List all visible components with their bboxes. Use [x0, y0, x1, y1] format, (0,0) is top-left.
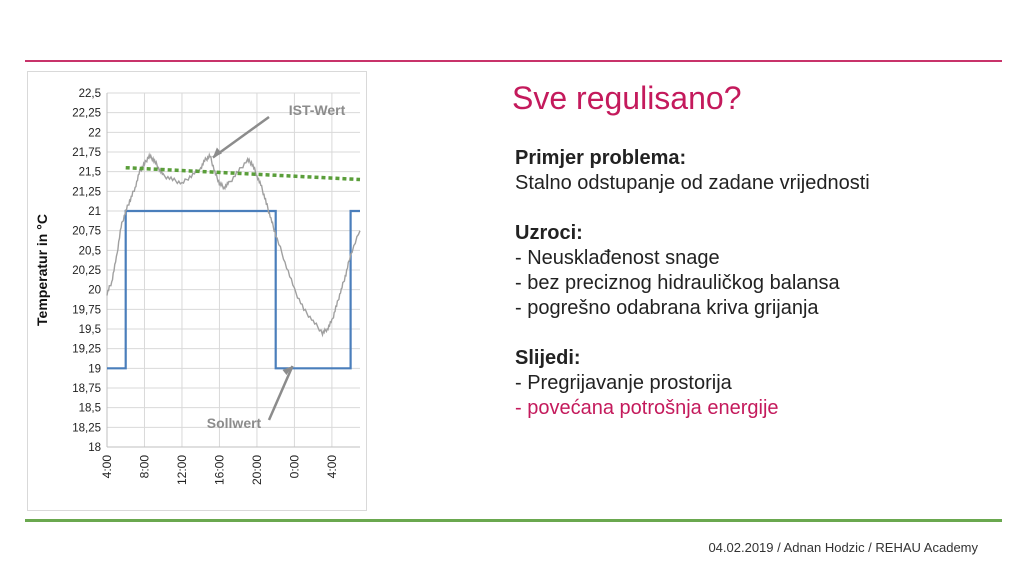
y-tick-label: 21,75	[72, 147, 101, 159]
bottom-divider	[25, 519, 1002, 522]
y-tick-label: 22,25	[72, 108, 101, 120]
chart-frame	[27, 71, 367, 511]
x-tick-label: 12:00	[175, 455, 189, 485]
cause-item: - pogrešno odabrana kriva grijanja	[515, 297, 819, 319]
y-tick-label: 19,5	[79, 324, 101, 336]
causes-heading: Uzroci:	[515, 222, 583, 244]
cause-item: - bez preciznog hidrauličkog balansa	[515, 272, 840, 294]
x-tick-label: 8:00	[137, 455, 151, 479]
y-tick-label: 18,5	[79, 403, 101, 415]
annotation-sollwert: Sollwert	[207, 415, 262, 431]
y-tick-label: 20,75	[72, 226, 101, 238]
effect-item-highlight: - povećana potrošnja energije	[515, 397, 779, 419]
chart-svg: 22,5 22,25 22 21,75 21,5 21,25 21 20,75 20,5 20,2…	[27, 71, 367, 511]
annotation-arrow-line	[267, 365, 294, 421]
y-tick-label: 19	[88, 363, 101, 375]
y-tick-label: 20,25	[72, 265, 101, 277]
annotation-arrowhead	[282, 365, 293, 375]
x-tick-label: 0:00	[287, 455, 301, 479]
problem-text: Stalno odstupanje od zadane vrijednosti	[515, 172, 870, 194]
y-tick-label: 22,5	[79, 88, 101, 100]
y-tick-label: 21,5	[79, 167, 101, 179]
y-tick-label: 21,25	[72, 186, 101, 198]
effect-item: - Pregrijavanje prostorija	[515, 372, 732, 394]
temperature-chart: 22,5 22,25 22 21,75 21,5 21,25 21 20,75 20,5 20,2…	[27, 71, 367, 511]
slide-title: Sve regulisano?	[512, 80, 742, 116]
y-tick-label: 18,75	[72, 383, 101, 395]
annotation-arrow-line	[212, 115, 270, 159]
x-tick-label: 16:00	[212, 455, 226, 485]
y-tick-label: 20	[88, 285, 101, 297]
y-tick-label: 18	[88, 442, 101, 454]
y-tick-label: 18,25	[72, 422, 101, 434]
y-tick-label: 19,25	[72, 344, 101, 356]
y-tick-label: 21	[88, 206, 101, 218]
problem-heading: Primjer problema:	[515, 147, 687, 169]
x-tick-label: 4:00	[100, 455, 114, 479]
y-tick-label: 20,5	[79, 245, 101, 257]
y-axis-label: Temperatur in °C	[34, 214, 50, 326]
annotation-ist-wert: IST-Wert	[289, 102, 346, 118]
x-tick-label: 20:00	[250, 455, 264, 485]
annotation-arrowhead	[212, 147, 222, 158]
x-tick-label: 4:00	[325, 455, 339, 479]
content-block: Primjer problema: Stalno odstupanje od z…	[515, 146, 985, 421]
y-tick-label: 19,75	[72, 304, 101, 316]
top-divider	[25, 60, 1002, 62]
series-sollwert	[107, 209, 360, 370]
cause-item: - Neusklađenost snage	[515, 247, 720, 269]
y-tick-label: 22	[88, 127, 101, 139]
footer-credit: 04.02.2019 / Adnan Hodzic / REHAU Academ…	[708, 540, 978, 555]
effects-heading: Slijedi:	[515, 347, 581, 369]
